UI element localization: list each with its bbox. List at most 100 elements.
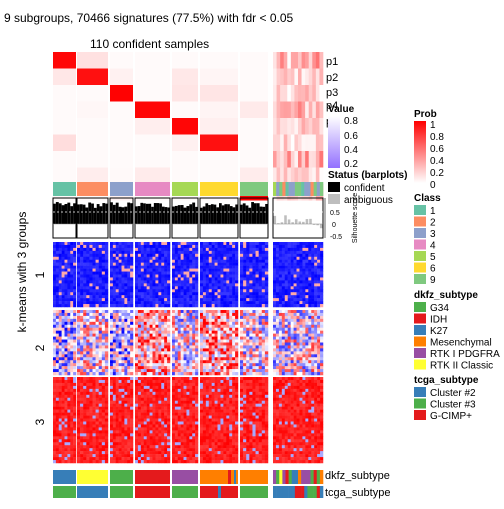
heatmap-cell [93,345,96,348]
heatmap-cell [113,357,116,360]
heatmap-cell [181,298,184,301]
heatmap-cell [93,310,96,313]
heatmap-cell [113,383,116,386]
heatmap-cell [240,242,243,245]
prob-cell [287,135,291,152]
heatmap-cell [105,266,108,269]
heatmap-cell [122,398,125,401]
heatmap-cell [161,316,164,319]
heatmap-cell [285,331,288,334]
heatmap-cell [229,348,232,351]
heatmap-cell [77,289,80,292]
heatmap-cell [80,369,83,372]
heatmap-cell [67,357,70,360]
heatmap-cell [276,304,279,307]
heatmap-cell [178,251,181,254]
heatmap-cell [67,277,70,280]
heatmap-cell [59,242,62,245]
heatmap-cell [308,272,311,275]
silhouette-bar [265,204,268,224]
heatmap-cell [175,372,178,375]
heatmap-cell [99,380,102,383]
heatmap-cell [192,298,195,301]
heatmap-cell [89,280,92,283]
heatmap-cell [110,401,113,404]
heatmap-cell [297,360,300,363]
heatmap-cell [279,272,282,275]
heatmap-cell [206,269,209,272]
heatmap-cell [110,354,113,357]
heatmap-cell [262,292,265,295]
heatmap-cell [130,380,133,383]
heatmap-cell [167,404,170,407]
heatmap-cell [240,260,243,263]
heatmap-cell [96,269,99,272]
heatmap-cell [65,380,68,383]
heatmap-cell [77,451,80,454]
heatmap-cell [262,360,265,363]
heatmap-cell [317,263,320,266]
heatmap-cell [181,245,184,248]
heatmap-cell [320,334,323,337]
heatmap-cell [256,322,259,325]
heatmap-cell [158,401,161,404]
heatmap-cell [67,380,70,383]
heatmap-cell [119,389,122,392]
heatmap-cell [138,366,141,369]
heatmap-cell [124,383,127,386]
heatmap-cell [70,383,73,386]
heatmap-cell [110,286,113,289]
heatmap-cell [220,266,223,269]
heatmap-cell [282,257,285,260]
heatmap-cell [56,433,59,436]
heatmap-cell [164,242,167,245]
heatmap-cell [96,340,99,343]
heatmap-cell [135,354,138,357]
heatmap-cell [116,407,119,410]
heatmap-cell [209,289,212,292]
heatmap-cell [110,322,113,325]
heatmap-cell [265,304,268,307]
heatmap-cell [65,360,68,363]
heatmap-cell [265,283,268,286]
heatmap-cell [209,254,212,257]
heatmap-cell [195,304,198,307]
heatmap-cell [59,372,62,375]
heatmap-cell [259,343,262,346]
heatmap-cell [65,357,68,360]
heatmap-cell [124,257,127,260]
heatmap-cell [243,260,246,263]
heatmap-cell [62,292,65,295]
heatmap-cell [259,366,262,369]
heatmap-cell [119,457,122,460]
heatmap-cell [122,433,125,436]
heatmap-cell [67,286,70,289]
heatmap-cell [218,357,221,360]
heatmap-cell [59,448,62,451]
heatmap-cell [80,322,83,325]
heatmap-cell [83,424,86,427]
heatmap-cell [70,280,73,283]
heatmap-cell [302,334,305,337]
heatmap-cell [259,304,262,307]
heatmap-cell [110,275,113,278]
heatmap-cell [265,322,268,325]
heatmap-cell [62,442,65,445]
heatmap-cell [265,257,268,260]
heatmap-cell [262,248,265,251]
heatmap-cell [153,298,156,301]
heatmap-cell [86,398,89,401]
heatmap-cell [302,269,305,272]
heatmap-cell [276,313,279,316]
heatmap-cell [62,360,65,363]
heatmap-cell [184,372,187,375]
heatmap-cell [65,427,68,430]
heatmap-cell [124,328,127,331]
heatmap-cell [141,331,144,334]
heatmap-cell [86,413,89,416]
prob-cell [319,168,323,185]
heatmap-cell [122,366,125,369]
heatmap-cell [122,404,125,407]
heatmap-cell [124,289,127,292]
heatmap-cell [235,348,238,351]
